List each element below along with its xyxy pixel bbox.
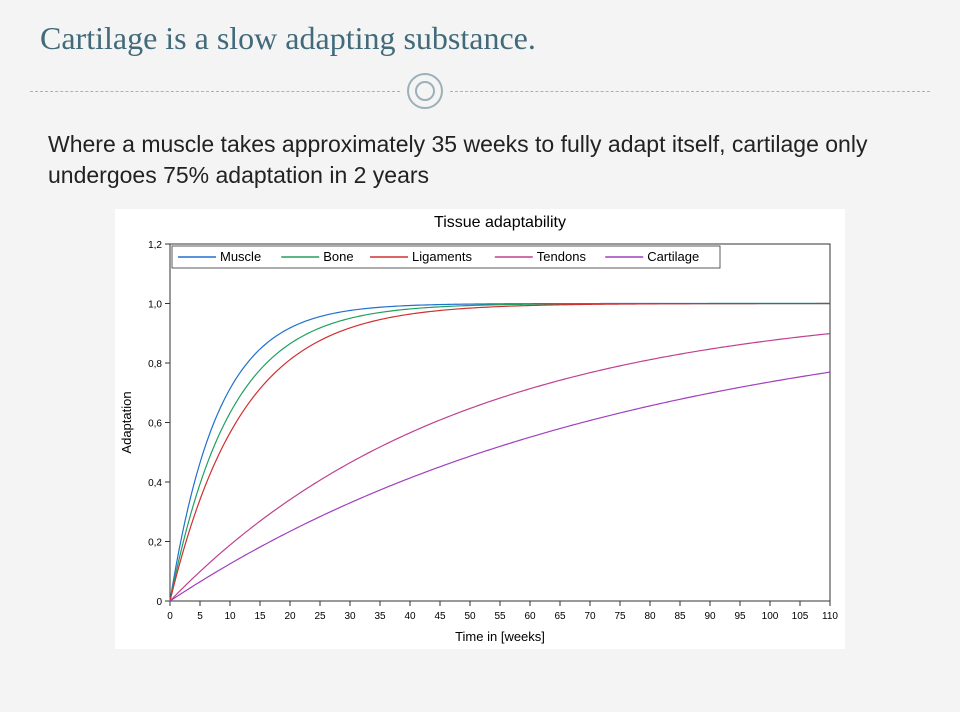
svg-text:40: 40 — [404, 611, 416, 622]
svg-text:0,6: 0,6 — [148, 419, 162, 430]
svg-text:25: 25 — [314, 611, 326, 622]
svg-text:65: 65 — [554, 611, 566, 622]
svg-text:0,8: 0,8 — [148, 359, 162, 370]
svg-text:100: 100 — [762, 611, 779, 622]
tissue-adaptability-chart: 0 0,2 0,4 0,6 0,8 1,0 1,2 0 5 10 15 20 25 30 35 40 45 50 5… — [115, 209, 845, 649]
svg-text:95: 95 — [734, 611, 746, 622]
svg-text:Ligaments: Ligaments — [412, 249, 472, 264]
page-title: Cartilage is a slow adapting substance. — [30, 20, 930, 57]
svg-text:30: 30 — [344, 611, 356, 622]
svg-text:0,2: 0,2 — [148, 538, 162, 549]
svg-text:50: 50 — [464, 611, 476, 622]
svg-text:1,0: 1,0 — [148, 300, 162, 311]
svg-text:45: 45 — [434, 611, 446, 622]
svg-text:85: 85 — [674, 611, 686, 622]
body-text: Where a muscle takes approximately 35 we… — [30, 129, 930, 191]
svg-text:70: 70 — [584, 611, 596, 622]
svg-text:0: 0 — [156, 597, 162, 608]
svg-text:15: 15 — [254, 611, 266, 622]
svg-text:Cartilage: Cartilage — [647, 249, 699, 264]
svg-text:Time in [weeks]: Time in [weeks] — [455, 629, 545, 644]
svg-text:105: 105 — [792, 611, 809, 622]
svg-text:110: 110 — [822, 611, 838, 622]
svg-text:75: 75 — [614, 611, 626, 622]
svg-text:80: 80 — [644, 611, 656, 622]
svg-text:Bone: Bone — [323, 249, 353, 264]
svg-text:55: 55 — [494, 611, 506, 622]
svg-text:60: 60 — [524, 611, 536, 622]
svg-text:Tendons: Tendons — [537, 249, 587, 264]
svg-text:90: 90 — [704, 611, 716, 622]
svg-text:1,2: 1,2 — [148, 240, 162, 251]
svg-text:20: 20 — [284, 611, 296, 622]
svg-text:Adaptation: Adaptation — [119, 392, 134, 454]
svg-text:0: 0 — [167, 611, 173, 622]
decorative-divider — [30, 69, 930, 119]
svg-text:0,4: 0,4 — [148, 478, 162, 489]
svg-text:5: 5 — [197, 611, 203, 622]
svg-text:Muscle: Muscle — [220, 249, 261, 264]
svg-text:Tissue adaptability: Tissue adaptability — [434, 214, 566, 231]
svg-text:35: 35 — [374, 611, 386, 622]
svg-text:10: 10 — [224, 611, 236, 622]
ring-icon — [407, 73, 443, 109]
